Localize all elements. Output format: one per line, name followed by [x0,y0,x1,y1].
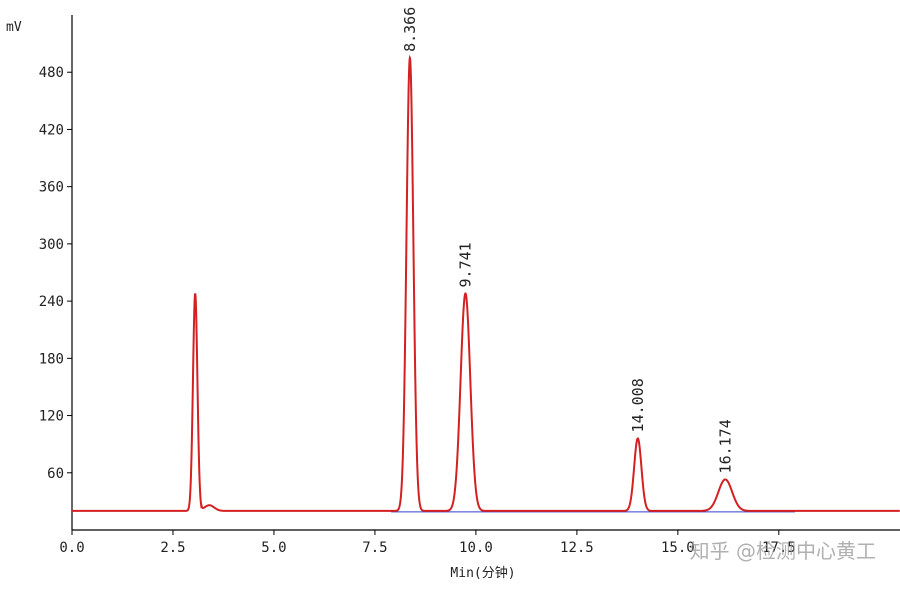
y-tick-label: 480 [39,65,64,81]
y-tick-label: 180 [39,351,64,367]
peak-rt-label: 9.741 [456,242,474,287]
y-axis-label: mV [6,20,22,35]
x-tick-label: 2.5 [160,540,185,556]
y-tick-label: 120 [39,409,64,425]
x-tick-label: 10.0 [459,540,493,556]
x-ticks: 0.0 2.5 5.0 7.5 10.0 12.5 15.0 17.5 [59,530,796,556]
x-tick-label: 17.5 [762,540,796,556]
x-tick-label: 15.0 [661,540,695,556]
y-tick-label: 300 [39,237,64,253]
y-ticks: 60 120 180 240 300 360 420 480 [39,65,72,482]
y-tick-label: 60 [47,466,64,482]
x-tick-label: 12.5 [560,540,594,556]
peak-rt-label: 8.366 [401,7,419,52]
y-tick-label: 420 [39,122,64,138]
peak-rt-label: 14.008 [629,378,647,432]
x-axis-label: Min(分钟) [450,565,515,581]
x-tick-label: 5.0 [261,540,286,556]
watermark: 知乎 @检测中心黄工 [689,539,876,563]
x-tick-label: 7.5 [362,540,387,556]
y-tick-label: 240 [39,294,64,310]
peak-rt-label: 16.174 [716,419,734,473]
peak-labels: 8.366 9.741 14.008 16.174 [401,7,734,474]
x-tick-label: 0.0 [59,540,84,556]
y-tick-label: 360 [39,180,64,196]
axes [71,15,900,531]
chromatogram-trace [72,54,900,512]
